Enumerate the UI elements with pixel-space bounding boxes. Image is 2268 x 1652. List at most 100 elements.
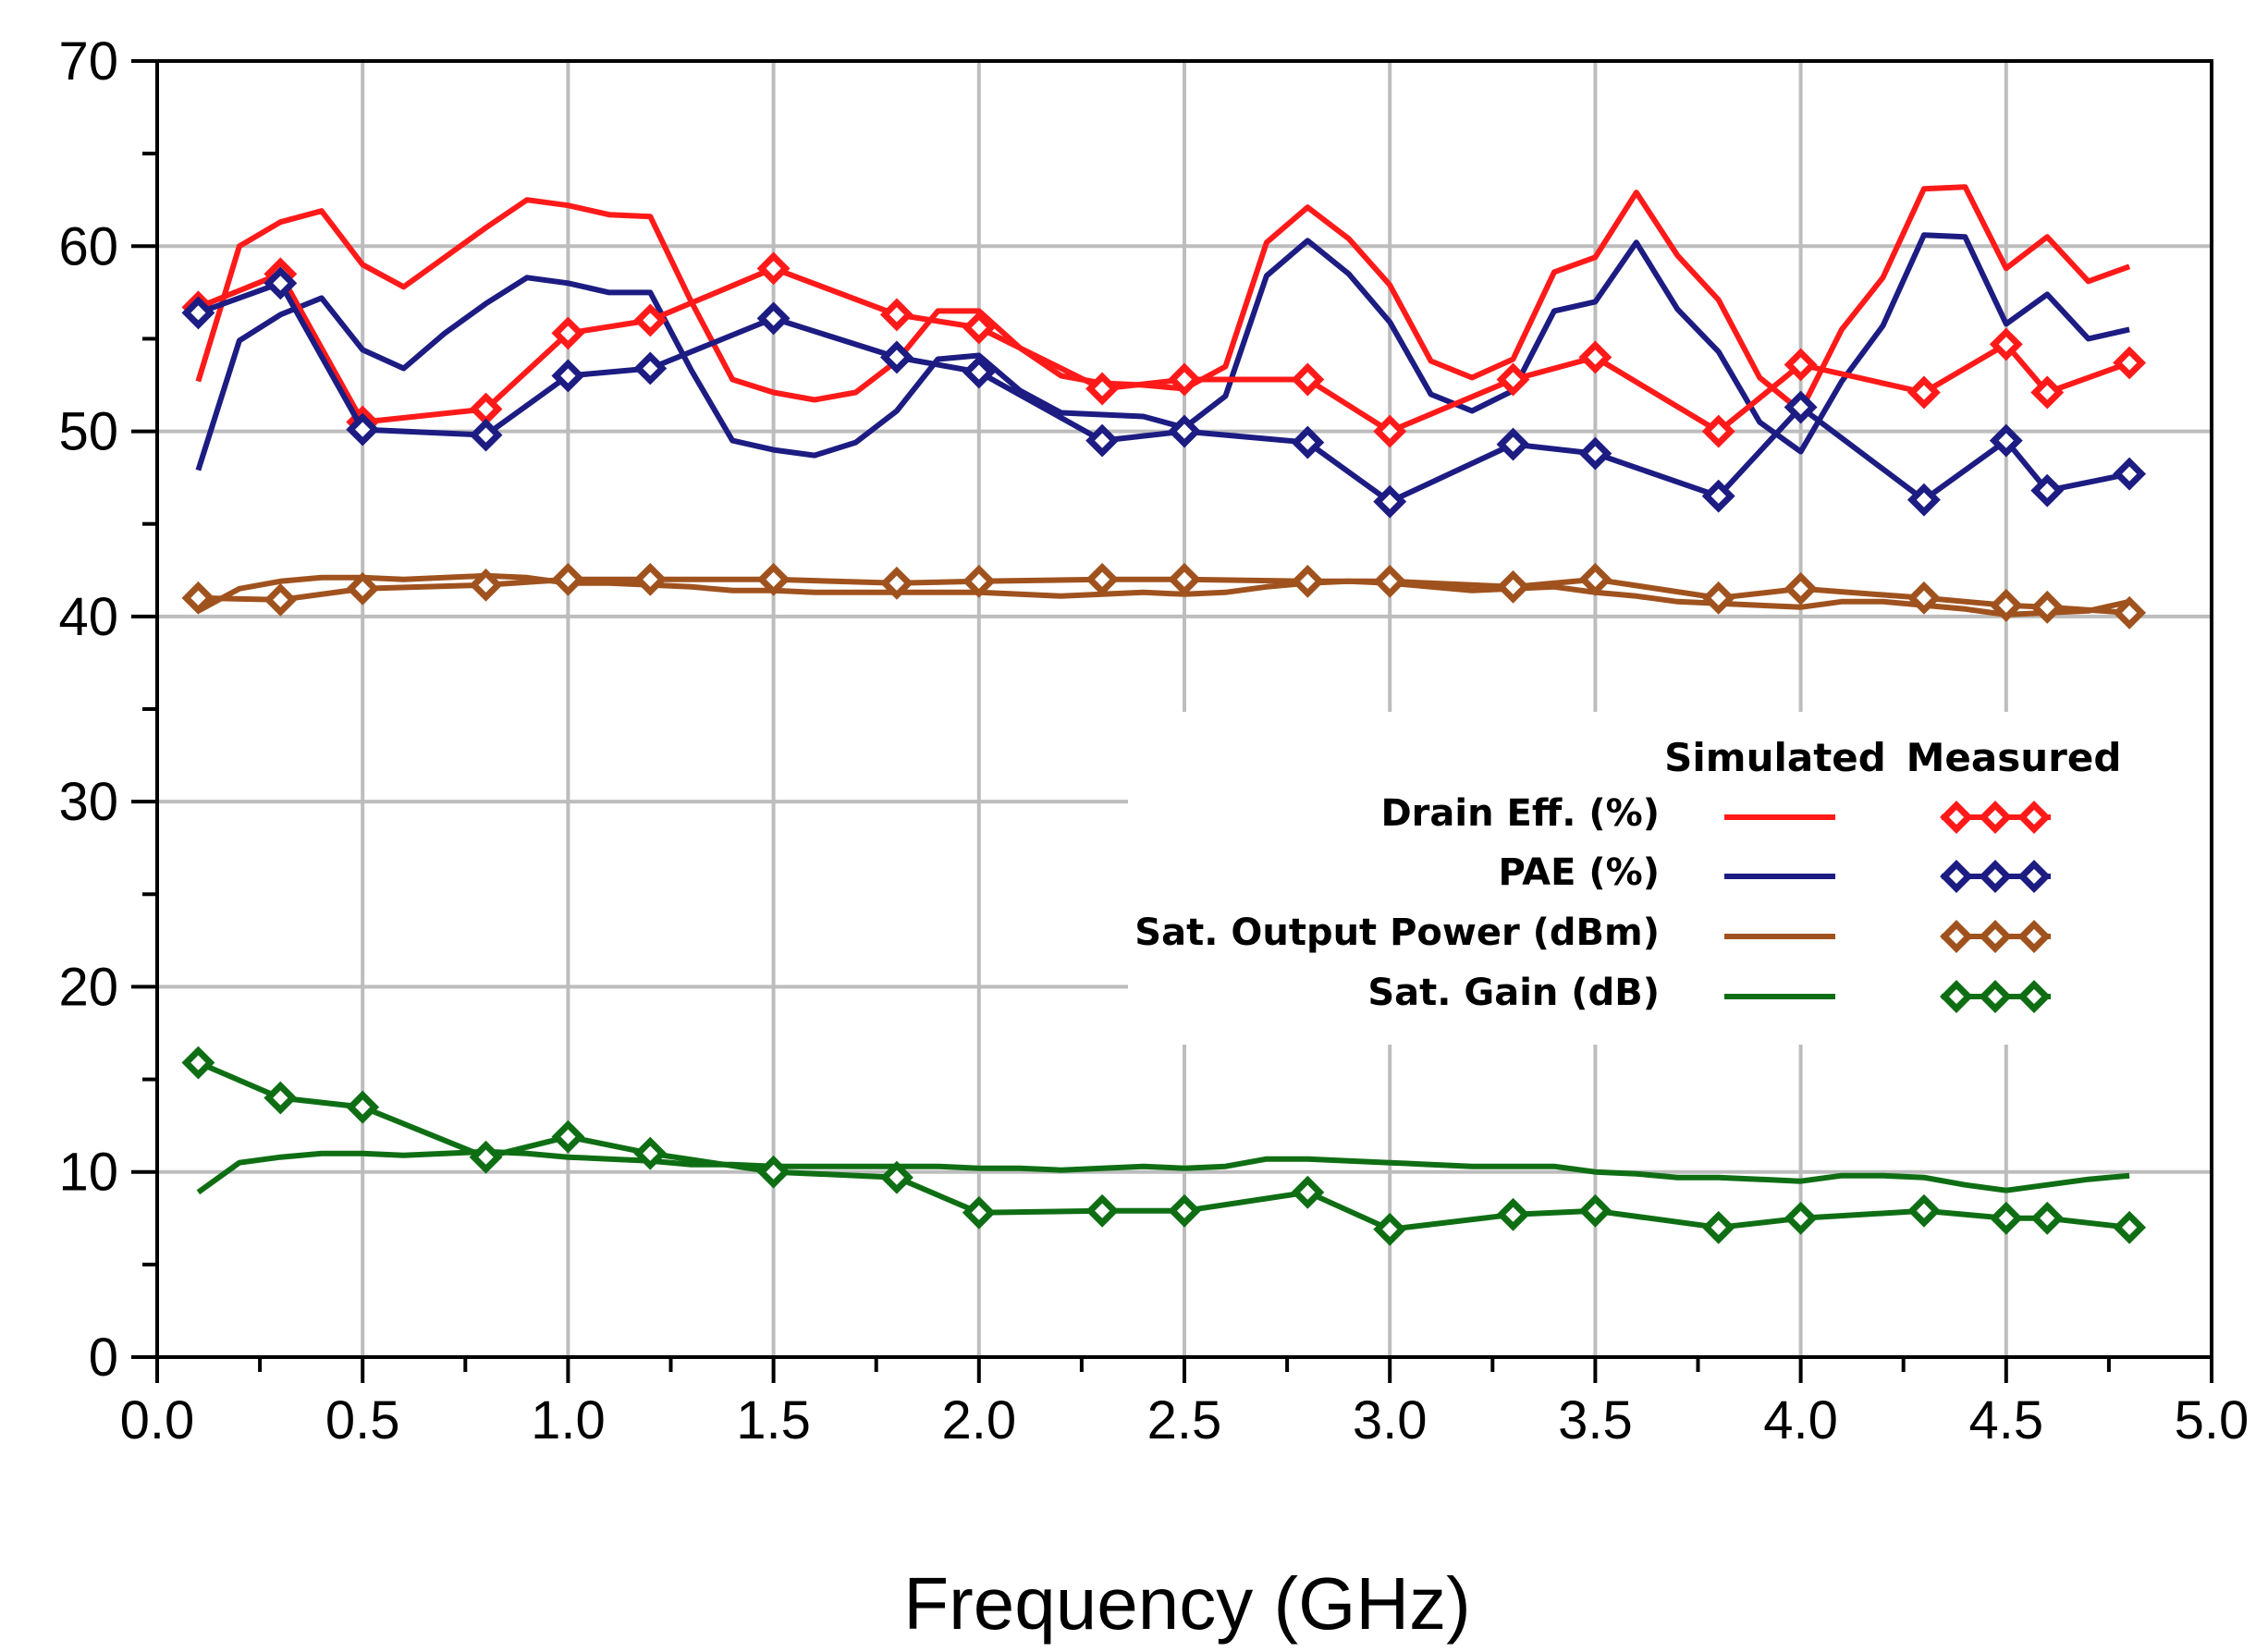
x-tick-label-1.0: 1.0 — [531, 1390, 606, 1450]
data-point — [756, 1155, 791, 1189]
data-point — [2113, 595, 2147, 630]
data-point — [756, 301, 791, 336]
data-point — [1085, 423, 1120, 458]
data-point — [181, 296, 215, 330]
x-tick-label-4.5: 4.5 — [1968, 1390, 2043, 1450]
data-point — [1168, 414, 1201, 448]
data-point — [962, 1195, 996, 1230]
data-point — [1989, 588, 2023, 622]
data-point — [879, 1160, 913, 1194]
data-point — [1373, 1212, 1407, 1246]
data-point — [2113, 346, 2147, 380]
data-point — [2030, 1201, 2065, 1235]
data-point — [181, 1046, 215, 1080]
data-point — [1291, 564, 1325, 598]
series-drain-eff-simulated — [195, 184, 2131, 414]
data-point — [1989, 423, 2023, 458]
legend-header-measured: Measured — [1906, 735, 2122, 780]
data-point — [1373, 414, 1407, 448]
data-point — [1168, 562, 1201, 596]
data-point — [756, 562, 791, 596]
data-point — [551, 359, 585, 393]
data-point — [551, 316, 585, 350]
data-point — [1373, 564, 1407, 598]
x-tick-label-2.5: 2.5 — [1147, 1390, 1222, 1450]
data-point — [1906, 483, 1941, 517]
data-point — [633, 351, 668, 385]
y-tick-label-20: 20 — [58, 957, 118, 1017]
data-point — [633, 562, 668, 596]
y-tick-label-0: 0 — [89, 1328, 118, 1388]
data-point — [879, 340, 913, 374]
legend-sample-marker — [1979, 860, 2012, 893]
legend-sample-marker — [1940, 980, 1973, 1013]
data-point — [2113, 457, 2147, 491]
y-tick-label-60: 60 — [58, 216, 118, 276]
series-line — [196, 572, 2130, 618]
data-point — [264, 266, 298, 300]
data-point — [756, 251, 791, 286]
x-axis-title: Frequency (GHz) — [903, 1562, 1470, 1645]
series-sat-gain-db-measured — [181, 1046, 2147, 1246]
data-point — [633, 1136, 668, 1170]
data-point — [1291, 362, 1325, 397]
legend-label-sat-output-power: Sat. Output Power (dBm) — [1134, 912, 1660, 954]
data-point — [346, 571, 380, 606]
data-point — [1784, 348, 1818, 382]
legend-sample-marker — [2017, 860, 2051, 893]
legend-sample-marker — [1940, 860, 1973, 893]
series-line — [195, 232, 2130, 471]
data-point — [2113, 1210, 2147, 1244]
legend-sample-marker — [1940, 801, 1973, 834]
y-tick-label-40: 40 — [58, 587, 118, 647]
data-point — [469, 418, 503, 452]
legend-sample-marker — [1979, 801, 2012, 834]
legend: Simulated Measured Drain Eff. (%) PAE (%… — [1134, 735, 2121, 1014]
legend-sample-marker — [1979, 920, 2012, 953]
x-tick-label-1.5: 1.5 — [736, 1390, 811, 1450]
y-tick-label-70: 70 — [58, 31, 118, 92]
data-point — [1496, 362, 1530, 397]
data-point — [1578, 340, 1612, 374]
legend-sample-marker — [1940, 920, 1973, 953]
legend-label-sat-gain: Sat. Gain (dB) — [1367, 972, 1660, 1014]
series-sat-output-power-dbm-measured — [181, 562, 2147, 630]
y-tick-label-10: 10 — [58, 1143, 118, 1203]
axes: 0.0 0.5 1.0 1.5 2.0 2.5 3.0 3.5 4.0 4.5 5.0 0 10 20 30… — [58, 31, 2249, 1450]
data-point — [1496, 569, 1530, 604]
x-tick-label-2.0: 2.0 — [941, 1390, 1016, 1450]
data-point — [1085, 372, 1120, 406]
data-point — [2030, 473, 2065, 508]
data-point — [1989, 1201, 2023, 1235]
data-point — [962, 311, 996, 345]
plot-series — [181, 184, 2147, 1246]
y-tick-label-50: 50 — [58, 402, 118, 462]
data-point — [879, 566, 913, 600]
data-point — [1701, 479, 1735, 513]
data-point — [551, 562, 585, 596]
x-tick-label-3.0: 3.0 — [1353, 1390, 1428, 1450]
legend-sample-marker — [2017, 920, 2051, 953]
data-point — [1168, 362, 1201, 397]
legend-sample-measured — [1940, 920, 2051, 953]
data-point — [551, 1120, 585, 1154]
data-point — [1701, 1210, 1735, 1244]
legend-sample-marker — [1979, 980, 2012, 1013]
data-point — [1496, 427, 1530, 461]
legend-sample-measured — [1940, 860, 2051, 893]
data-point — [1085, 562, 1120, 596]
data-point — [1578, 1193, 1612, 1228]
data-point — [962, 564, 996, 598]
data-point — [1701, 581, 1735, 615]
data-point — [1373, 484, 1407, 519]
legend-label-pae: PAE (%) — [1499, 851, 1661, 894]
y-tick-label-30: 30 — [58, 772, 118, 832]
data-point — [264, 1081, 298, 1115]
legend-sample-marker — [2017, 801, 2051, 834]
series-sat-output-power-dbm-simulated — [196, 572, 2130, 618]
series-pae-measured — [181, 266, 2147, 519]
data-point — [2030, 590, 2065, 624]
data-point — [346, 1090, 380, 1124]
data-point — [1085, 1193, 1120, 1228]
